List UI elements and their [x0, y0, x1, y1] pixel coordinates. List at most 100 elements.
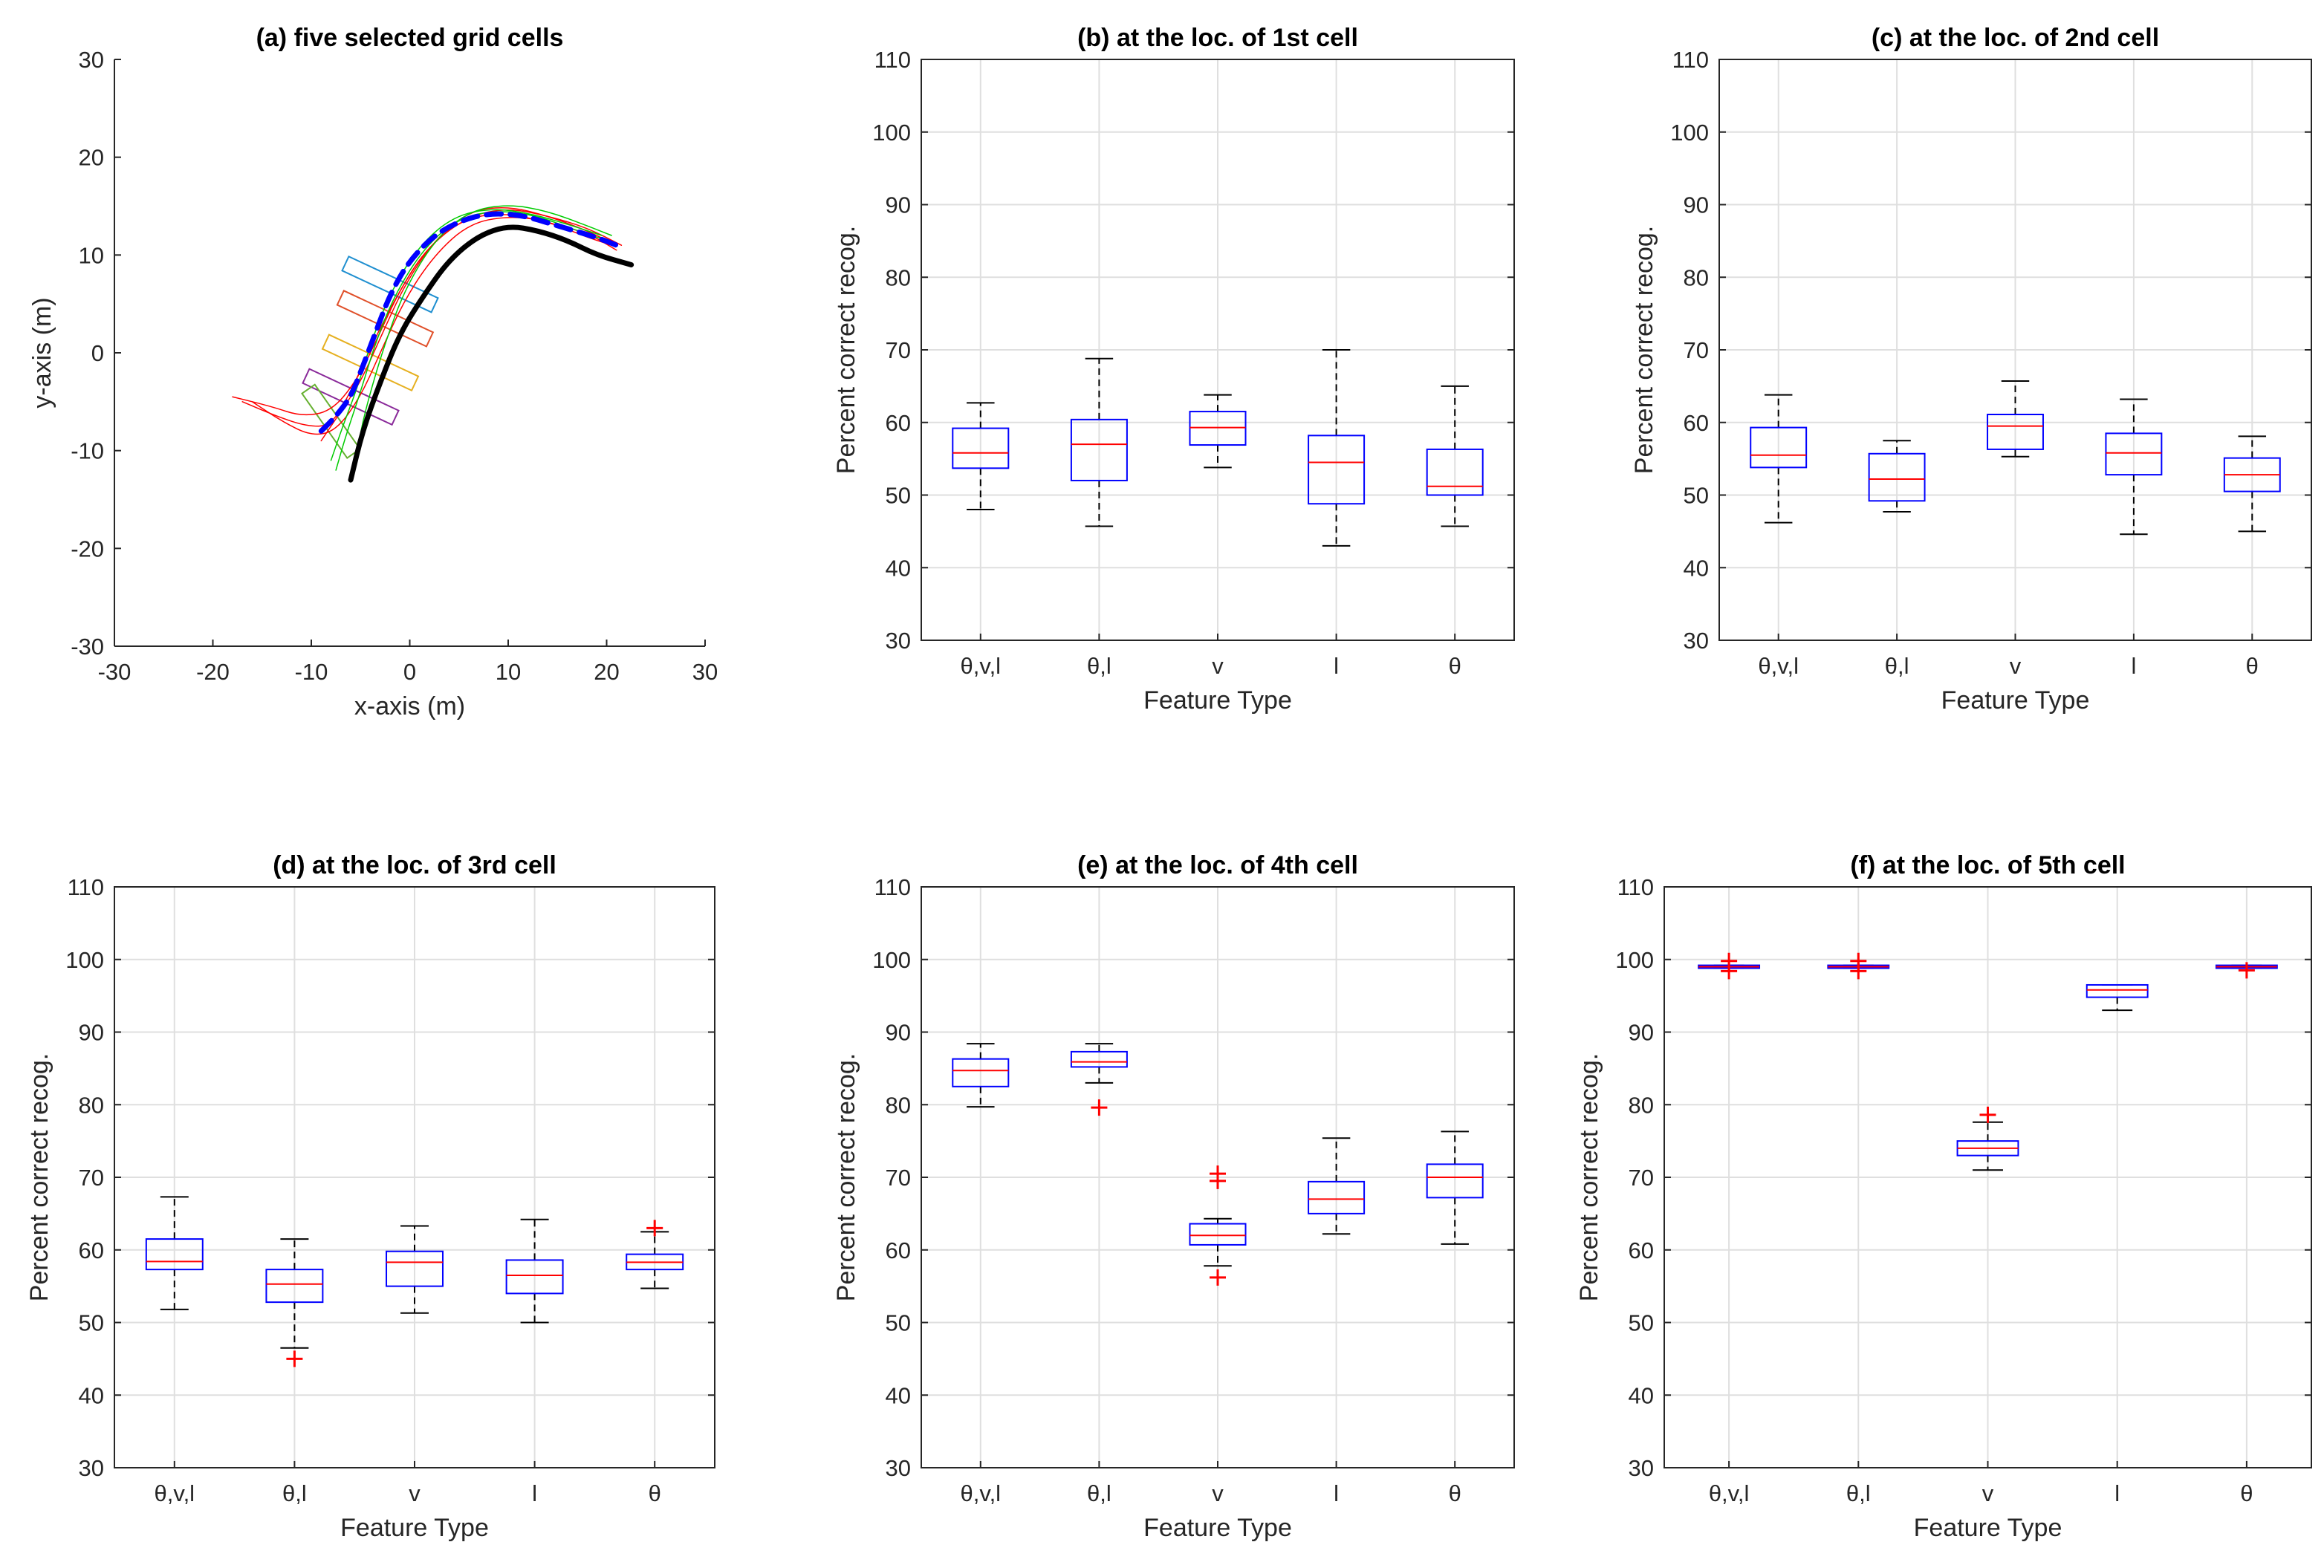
x-tick-label: θ,v,l	[155, 1480, 195, 1506]
box-iqr	[1426, 448, 1484, 496]
y-axis-label: Percent correct recog.	[832, 226, 860, 474]
x-tick-label: l	[2114, 1480, 2120, 1506]
y-tick-label: 60	[886, 410, 911, 436]
y-tick-label: 90	[1684, 192, 1709, 218]
box-iqr	[1070, 418, 1128, 481]
y-tick-label: 30	[886, 628, 911, 654]
y-tick-label: 70	[1629, 1165, 1654, 1191]
box-3	[386, 1225, 444, 1314]
x-tick-label: 10	[496, 659, 521, 685]
outlier-marker	[646, 1220, 663, 1237]
x-tick-label: l	[1334, 653, 1339, 679]
panel-f-title: (f) at the loc. of 5th cell	[1850, 851, 2125, 879]
box-5	[626, 1220, 684, 1289]
box-iqr	[505, 1259, 564, 1295]
box-4	[2105, 398, 2163, 536]
y-axis-label: Percent correct recog.	[25, 1053, 53, 1301]
panel-e: (e) at the loc. of 4th cell 30 40 50 60 70 80 9…	[832, 851, 1515, 1542]
y-tick-label: 30	[1629, 1455, 1654, 1481]
y-tick-label: 110	[1672, 47, 1709, 73]
x-tick-label: 30	[692, 659, 718, 685]
outlier-marker	[1850, 952, 1867, 969]
box-4	[505, 1218, 564, 1324]
box-3	[1956, 1106, 2019, 1171]
x-tick-label: θ,v,l	[1709, 1480, 1750, 1506]
x-tick-label: θ	[2246, 653, 2259, 679]
x-tick-label: θ,l	[1087, 653, 1111, 679]
y-tick-label: 40	[1684, 555, 1709, 581]
box-iqr	[1750, 426, 1808, 469]
box-4	[1308, 349, 1366, 547]
x-axis-label: Feature Type	[1143, 686, 1292, 715]
x-tick-label: θ	[1449, 1480, 1461, 1506]
x-tick-label: θ	[649, 1480, 661, 1506]
box-1	[952, 402, 1010, 511]
outlier-marker	[1721, 952, 1738, 969]
y-tick-label: 80	[79, 1092, 104, 1118]
grid-cell-1	[341, 255, 439, 313]
x-tick-label: v	[2010, 653, 2022, 679]
y-axis-label: Percent correct recog.	[1630, 226, 1658, 474]
x-tick-label: θ,l	[1885, 653, 1909, 679]
y-tick-label: 40	[886, 555, 911, 581]
y-tick-label: 90	[886, 192, 911, 218]
box-5	[2223, 435, 2281, 533]
panel-c-title: (c) at the loc. of 2nd cell	[1872, 24, 2159, 52]
box-iqr	[1308, 435, 1366, 505]
x-tick-label: θ	[1449, 653, 1461, 679]
x-axis-label: Feature Type	[1914, 1514, 2062, 1542]
y-tick-label: 30	[1684, 628, 1709, 654]
box-iqr	[2105, 432, 2163, 476]
x-tick-label: θ,v,l	[961, 653, 1002, 679]
x-tick-label: θ,v,l	[1758, 653, 1799, 679]
box-4	[1308, 1137, 1366, 1235]
y-tick-label: -20	[71, 536, 104, 562]
box-5	[1426, 385, 1484, 527]
x-axis-label: x-axis (m)	[354, 692, 465, 720]
box-iqr	[386, 1250, 444, 1287]
trajectory-line	[330, 209, 603, 461]
y-tick-label: 50	[886, 1310, 911, 1336]
x-tick-label: θ,l	[1846, 1480, 1871, 1506]
trajectory-line	[251, 216, 612, 435]
y-tick-label: 40	[886, 1382, 911, 1408]
box-2	[265, 1238, 324, 1367]
panel-f: (f) at the loc. of 5th cell 30 40 50 60 70 80 9…	[1575, 851, 2312, 1542]
box-iqr	[1070, 1050, 1128, 1068]
y-tick-label: 70	[1684, 337, 1709, 363]
y-tick-label: 100	[1615, 947, 1654, 973]
y-tick-label: 70	[886, 1165, 911, 1191]
y-tick-label: 110	[1617, 874, 1654, 900]
y-tick-label: 50	[886, 483, 911, 509]
y-tick-label: 90	[79, 1020, 104, 1046]
y-tick-label: 80	[1684, 264, 1709, 290]
box-3	[1189, 394, 1247, 469]
box-1	[1698, 952, 1761, 980]
x-tick-label: θ	[2240, 1480, 2253, 1506]
trajectory-line	[335, 211, 608, 471]
x-tick-label: -20	[196, 659, 230, 685]
box-1	[952, 1043, 1010, 1108]
x-tick-label: 0	[403, 659, 416, 685]
box-1	[145, 1196, 204, 1310]
y-tick-label: 50	[1629, 1310, 1654, 1336]
y-tick-label: 110	[874, 874, 911, 900]
x-tick-label: θ,l	[282, 1480, 307, 1506]
y-tick-label: 100	[65, 947, 104, 973]
y-tick-label: 40	[1629, 1382, 1654, 1408]
box-iqr	[1987, 413, 2044, 450]
box-iqr	[1308, 1180, 1366, 1214]
y-tick-label: 0	[91, 340, 104, 366]
outlier-marker	[1091, 1099, 1108, 1116]
box-2	[1868, 440, 1926, 513]
x-tick-label: l	[2131, 653, 2136, 679]
box-iqr	[1189, 1223, 1247, 1246]
panel-b: (b) at the loc. of 1st cell 30 40 50 60 70 80 9…	[832, 24, 1515, 715]
panel-a: (a) five selected grid cells -30 -20 -10 0 10…	[28, 24, 718, 720]
box-3	[1189, 1165, 1247, 1286]
trajectory-line	[354, 205, 612, 466]
panel-e-title: (e) at the loc. of 4th cell	[1077, 851, 1358, 879]
y-tick-label: 80	[886, 1092, 911, 1118]
outlier-marker	[286, 1350, 303, 1367]
